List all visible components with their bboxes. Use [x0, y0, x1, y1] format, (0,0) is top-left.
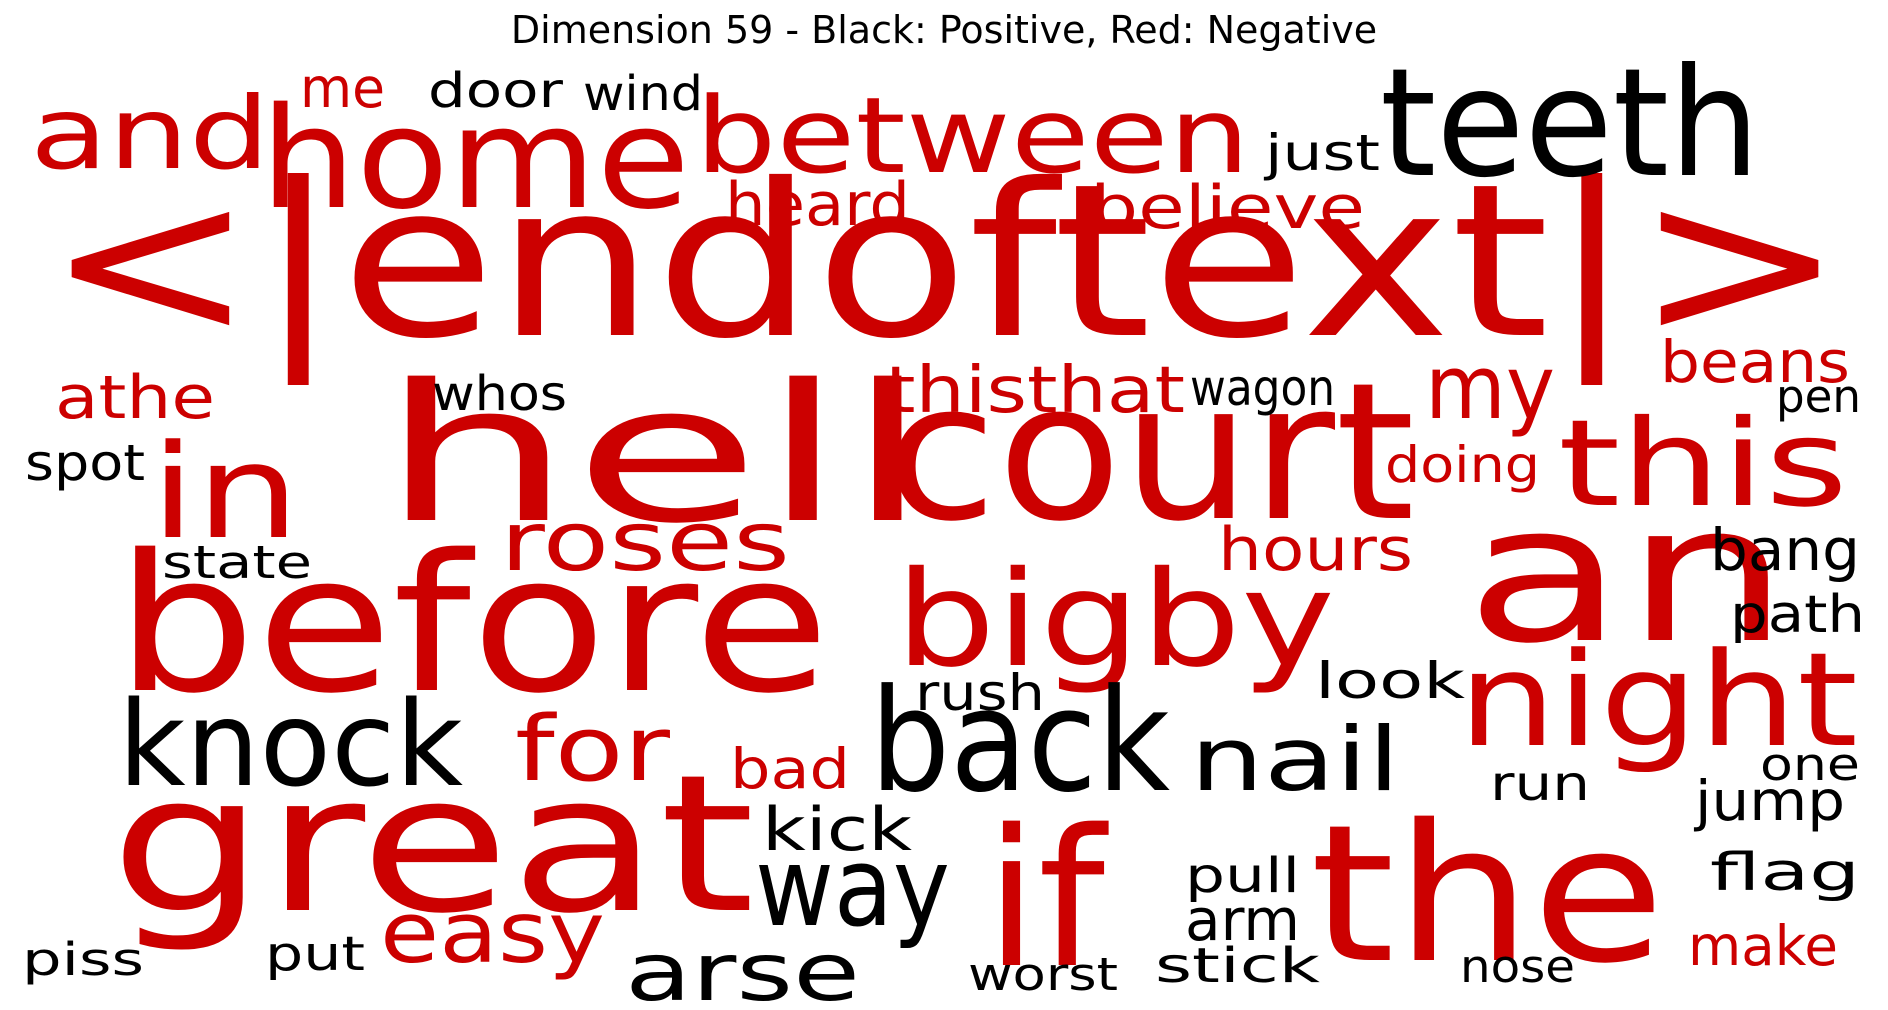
cloud-word-negative: beans	[1660, 328, 1850, 396]
cloud-word-negative: bad	[730, 737, 850, 801]
chart-title: Dimension 59 - Black: Positive, Red: Neg…	[510, 8, 1378, 52]
cloud-word-negative: me	[300, 56, 385, 120]
cloud-word-negative: easy	[380, 884, 605, 983]
cloud-word-negative: athe	[55, 363, 215, 433]
cloud-word-positive: stick	[1155, 938, 1320, 994]
cloud-word-negative: thisthat	[885, 354, 1185, 428]
cloud-word-negative: hell	[380, 344, 930, 565]
cloud-word-positive: bang	[1710, 516, 1860, 584]
cloud-word-positive: way	[755, 823, 950, 951]
cloud-word-positive: back	[870, 659, 1170, 824]
cloud-word-positive: whos	[432, 366, 567, 422]
cloud-word-positive: spot	[25, 434, 145, 492]
cloud-word-negative: and	[30, 75, 270, 192]
cloud-word-negative: great	[110, 734, 755, 955]
cloud-word-positive: arse	[625, 926, 860, 1010]
cloud-word-positive: worst	[968, 948, 1118, 1001]
cloud-word-negative: believe	[1090, 173, 1365, 243]
cloud-word-negative: doing	[1385, 436, 1540, 494]
cloud-word-negative: for	[515, 697, 670, 802]
cloud-word-negative: an	[1465, 464, 1790, 685]
cloud-word-negative: home	[260, 78, 690, 241]
cloud-word-negative: night	[1458, 624, 1858, 776]
cloud-word-positive: path	[1730, 585, 1865, 645]
cloud-word-positive: jump	[1694, 769, 1845, 833]
cloud-word-negative: <|endoftext|>	[45, 138, 1845, 385]
cloud-word-positive: wind	[583, 66, 703, 122]
cloud-word-positive: look	[1315, 652, 1465, 710]
cloud-word-positive: put	[265, 927, 365, 982]
cloud-word-positive: nail	[1190, 708, 1400, 811]
cloud-word-positive: pull	[1185, 848, 1300, 904]
cloud-word-positive: arm	[1185, 886, 1300, 954]
cloud-word-negative: make	[1688, 914, 1838, 978]
cloud-word-negative: heard	[725, 170, 910, 240]
cloud-word-positive: nose	[1460, 940, 1575, 993]
cloud-word-positive: run	[1490, 756, 1590, 812]
cloud-word-negative: bigby	[895, 543, 1335, 697]
cloud-word-positive: pen	[1776, 370, 1861, 423]
cloud-word-positive: wagon	[1190, 359, 1335, 417]
cloud-word-positive: one	[1760, 738, 1860, 791]
cloud-word-negative: hours	[1218, 515, 1413, 585]
cloud-word-negative: my	[1425, 336, 1555, 439]
cloud-word-positive: kick	[762, 795, 912, 865]
cloud-word-positive: state	[162, 536, 312, 589]
cloud-word-positive: just	[1264, 124, 1380, 182]
cloud-word-positive: flag	[1710, 843, 1860, 903]
cloud-word-negative: if	[985, 789, 1109, 1010]
cloud-word-negative: between	[695, 75, 1250, 197]
cloud-word-positive: rush	[915, 664, 1045, 722]
cloud-word-positive: knock	[118, 675, 463, 813]
cloud-word-positive: door	[428, 63, 563, 119]
cloud-word-negative: roses	[500, 495, 790, 590]
cloud-word-negative: in	[150, 416, 300, 568]
cloud-word-negative: this	[1558, 395, 1848, 534]
cloud-word-negative: court	[885, 342, 1415, 563]
cloud-word-positive: piss	[22, 933, 144, 986]
cloud-word-positive: teeth	[1380, 37, 1760, 211]
cloud-word-negative: before	[115, 514, 830, 735]
cloud-word-negative: the	[1310, 784, 1665, 1005]
